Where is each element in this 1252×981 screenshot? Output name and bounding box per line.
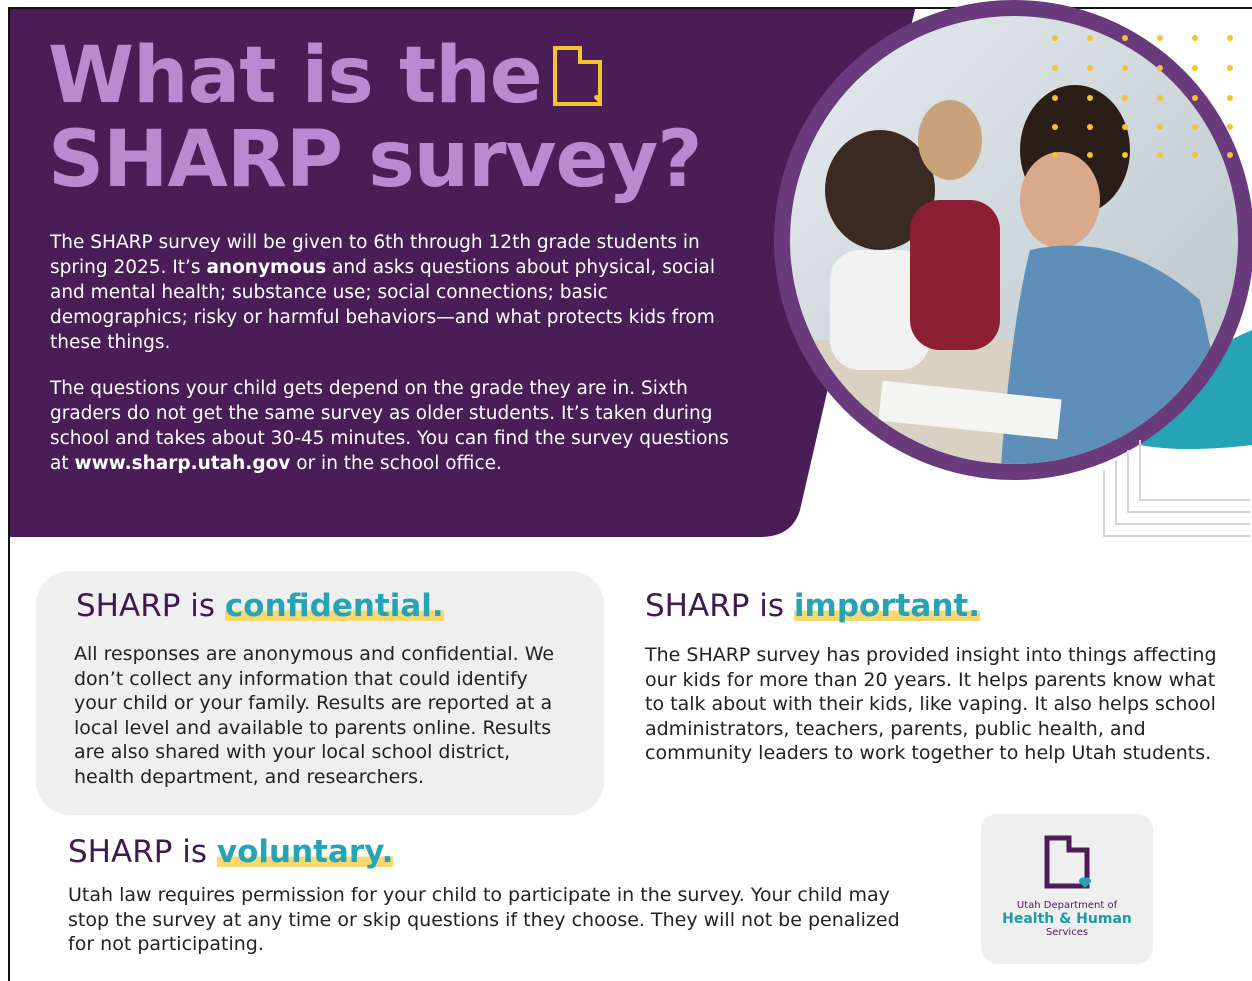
text: or in the school office. <box>290 453 502 474</box>
title: What is the <box>48 34 542 118</box>
title: SHARP survey? <box>48 118 701 202</box>
section-body: The SHARP survey has provided insight in… <box>645 643 1220 766</box>
section-heading: SHARP is voluntary. <box>68 834 393 870</box>
section-body: Utah law requires permission for your ch… <box>68 883 928 957</box>
logo-text: Services <box>981 927 1153 938</box>
section-body: All responses are anonymous and confiden… <box>74 642 574 790</box>
heading-prefix: SHARP is <box>76 588 215 624</box>
bold-text: www.sharp.utah.gov <box>74 453 290 474</box>
page: What is the SHARP survey? The SHARP surv… <box>0 0 1252 981</box>
bold-text: anonymous <box>206 257 326 278</box>
heading-keyword: voluntary. <box>217 834 393 870</box>
intro-paragraph: The questions your child gets depend on … <box>50 376 740 476</box>
heading-prefix: SHARP is <box>645 588 784 624</box>
logo-icon <box>1037 834 1097 894</box>
heading-keyword: important. <box>794 588 980 624</box>
heading-keyword: confidential. <box>225 588 444 624</box>
section-heading: SHARP is confidential. <box>76 588 444 624</box>
heading-prefix: SHARP is <box>68 834 207 870</box>
intro-paragraph: The SHARP survey will be given to 6th th… <box>50 230 740 355</box>
line-decoration <box>1104 440 1250 536</box>
logo: Utah Department of Health & Human Servic… <box>981 814 1153 964</box>
logo-text: Health & Human <box>981 911 1153 927</box>
section-heading: SHARP is important. <box>645 588 980 624</box>
logo-text: Utah Department of <box>981 900 1153 911</box>
